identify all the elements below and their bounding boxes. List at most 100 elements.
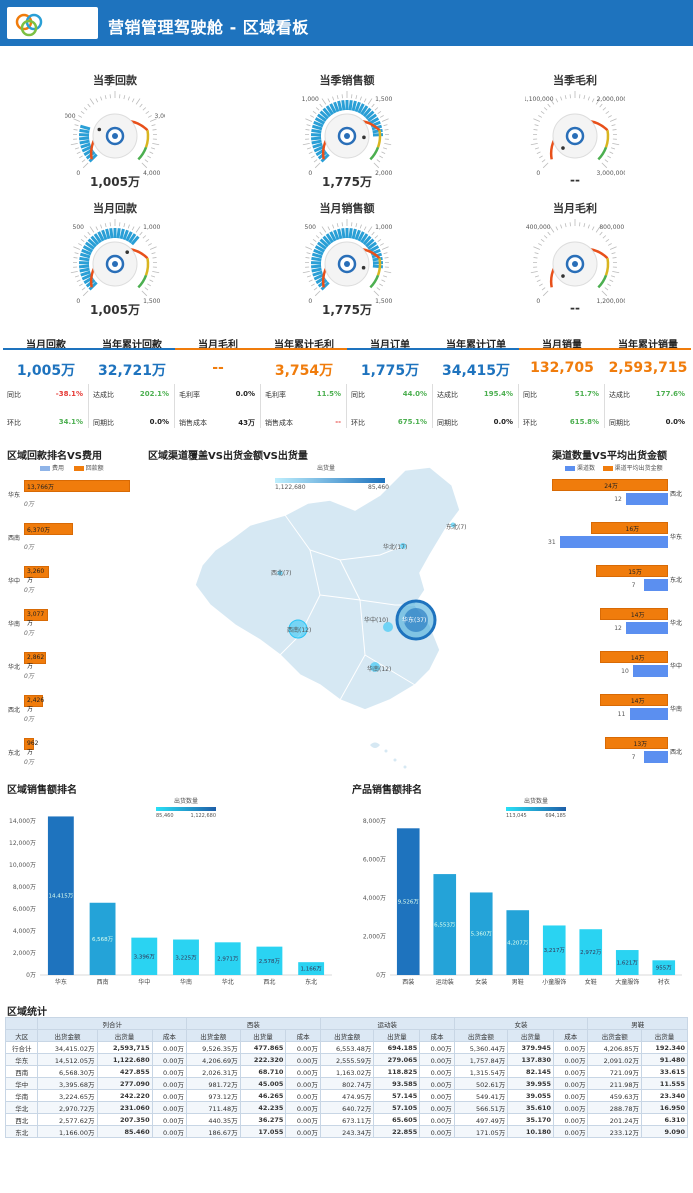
channel-avg-bar[interactable]: 24万 — [552, 479, 668, 491]
channel-avg-bar[interactable]: 15万 — [595, 565, 668, 577]
table-cell: 33.615 — [641, 1065, 688, 1078]
bar[interactable] — [579, 929, 603, 975]
table-cell: 242.220 — [96, 1089, 153, 1102]
x-tick-label: 华东 — [55, 978, 67, 986]
bar[interactable] — [214, 942, 241, 975]
channel-avg-bar[interactable]: 14万 — [600, 694, 668, 706]
receivable-bar-label: 2,426万 — [27, 697, 45, 713]
channel-avg-bar[interactable]: 13万 — [605, 737, 668, 749]
kpi-metric-value: 51.7% — [574, 390, 599, 398]
bar[interactable] — [298, 962, 325, 975]
y-tick-label: 8,000万 — [363, 818, 386, 825]
bar[interactable] — [173, 939, 199, 975]
gauge-2: 当季毛利 0 1,100,000 2,000,000 3,000,000 -- — [510, 72, 640, 192]
table-cell: 711.48万 — [186, 1101, 241, 1114]
kpi-value: 1,775万 — [360, 363, 420, 379]
gauge-fill-segment — [311, 124, 323, 131]
table-cell: 1,315.54万 — [453, 1065, 509, 1078]
kpi-metric-label: 环比 — [7, 419, 21, 427]
kpi-value: 2,593,715 — [608, 360, 688, 376]
receivable-bar[interactable]: 2,862万 — [24, 652, 47, 670]
bar[interactable] — [396, 828, 420, 975]
receivable-bar[interactable]: 13,766万 — [24, 480, 130, 492]
gauge-fill-segment — [357, 103, 365, 114]
table-cell: 0.00万 — [553, 1125, 589, 1138]
channel-avg-label: 24万 — [604, 483, 618, 490]
map-label-central: 华中(10) — [364, 617, 389, 624]
map-bubble-northwest[interactable] — [277, 570, 283, 576]
map-bubble-southwest[interactable] — [288, 619, 308, 639]
map-label-north: 华北(17) — [383, 544, 408, 551]
channel-count-bar[interactable] — [643, 579, 668, 591]
bar-value-label: 1,166万 — [301, 966, 323, 973]
bar[interactable] — [256, 946, 283, 975]
channel-avg-bar[interactable]: 14万 — [600, 608, 668, 620]
gauge-fill-segment — [90, 235, 100, 246]
map-bubble-north[interactable] — [400, 543, 406, 549]
chart-legend-max: 694,185 — [545, 813, 566, 819]
table-cell: 497.49万 — [453, 1113, 509, 1126]
table-row-region: 行合计 — [4, 1041, 39, 1054]
bar[interactable] — [652, 960, 676, 975]
table-cell: 65.605 — [373, 1113, 421, 1126]
receivable-bar[interactable]: 962万 — [24, 738, 38, 756]
table-cell: 22.855 — [373, 1125, 421, 1138]
table-cell: 973.12万 — [186, 1089, 241, 1102]
bar[interactable] — [615, 950, 639, 975]
table-sub-header: 出货金额 — [186, 1029, 241, 1042]
y-tick-label: 4,000万 — [363, 895, 386, 902]
bar[interactable] — [469, 892, 493, 975]
receivable-bar[interactable]: 6,370万 — [24, 523, 74, 535]
bar[interactable] — [506, 910, 530, 975]
table-row: 东北 1,166.00万 85.460 0.00万 186.67万 17.055 0.00万… — [4, 1125, 688, 1138]
table-cell: 981.72万 — [186, 1077, 241, 1090]
map-bubble-south[interactable] — [370, 662, 380, 672]
right-row-region: 华南 — [670, 706, 683, 713]
channel-avg-bar[interactable]: 14万 — [600, 651, 668, 663]
channel-avg-bar[interactable]: 16万 — [590, 522, 668, 534]
table-cell: 42.235 — [239, 1101, 287, 1114]
gauge-fill-segment — [341, 228, 346, 239]
table-cell: 118.825 — [373, 1065, 421, 1078]
gauge-fill-segment — [130, 235, 140, 246]
receivable-bar[interactable]: 2,426万 — [24, 695, 44, 713]
table-cell: 6,553.48万 — [319, 1041, 375, 1054]
kpi-value: 34,415万 — [441, 363, 511, 379]
channel-count-bar[interactable] — [629, 708, 668, 720]
gauge-fill-segment — [362, 235, 372, 246]
gauge-tick-label: 400,000 — [526, 224, 551, 231]
gauge-fill-segment — [310, 136, 322, 141]
channel-count-bar[interactable] — [643, 751, 668, 763]
bar[interactable] — [433, 874, 457, 975]
cost-value: 0万 — [24, 673, 34, 680]
cost-value: 0万 — [24, 630, 34, 637]
channel-count-bar[interactable] — [633, 665, 668, 677]
chart-legend-title: 出货数量 — [524, 797, 548, 805]
gauge-dial: 0 1,000 2,000 3,000 4,000 — [65, 86, 165, 176]
table-cell: 0.00万 — [285, 1101, 321, 1114]
gauge-fill-segment — [325, 233, 334, 244]
x-tick-label: 华北 — [222, 978, 234, 986]
table-cell: 91.480 — [641, 1053, 688, 1066]
bar[interactable] — [542, 925, 566, 975]
receivable-bar[interactable]: 3,260万 — [24, 566, 50, 584]
bar-value-label: 9,526万 — [398, 899, 420, 906]
map-bubble-central[interactable] — [383, 622, 393, 632]
channel-count-bar[interactable] — [560, 536, 668, 548]
bar-value-label: 2,971万 — [217, 956, 239, 963]
receivable-bar[interactable]: 3,077万 — [24, 609, 48, 627]
kpi-title: 当月销量 — [542, 340, 582, 351]
map-bubble-northeast[interactable] — [450, 522, 456, 528]
channel-count-bar[interactable] — [626, 493, 668, 505]
kpi-title: 当月回款 — [26, 340, 66, 351]
bar[interactable] — [131, 937, 158, 975]
table-cell: 0.00万 — [419, 1089, 455, 1102]
y-tick-label: 2,000万 — [363, 934, 386, 941]
channel-count-label: 12 — [614, 496, 622, 503]
kpi-metric-value: 0.0% — [235, 390, 255, 398]
bar[interactable] — [89, 902, 116, 975]
bar[interactable] — [47, 816, 74, 975]
table-cell: 0.00万 — [151, 1113, 188, 1126]
channel-count-bar[interactable] — [626, 622, 668, 634]
